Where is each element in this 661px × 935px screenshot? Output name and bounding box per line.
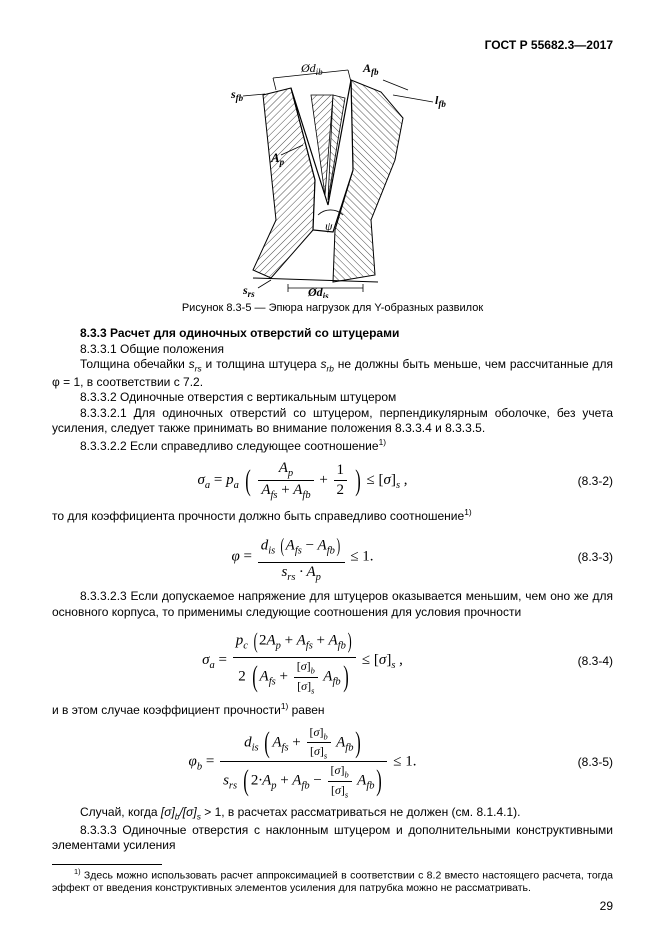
eqnum-8-3-3: (8.3-3) [553, 550, 613, 564]
equation-8-3-5: φb = dis (Afs + [σ]b [σ]s Afb) srs (2·Ap… [189, 725, 417, 800]
svg-text:lfb: lfb [435, 93, 446, 109]
p-koef-b: и в этом случае коэффициент прочности1) … [52, 701, 613, 719]
svg-text:sfb: sfb [230, 87, 244, 103]
figure-caption: Рисунок 8.3-5 — Эпюра нагрузок для Y-обр… [52, 302, 613, 314]
p-case-note: Случай, когда [σ]b/[σ]s > 1, в расчетах … [52, 805, 613, 822]
svg-text:ψ: ψ [325, 219, 333, 233]
p-8-3-3-2-3: 8.3.3.2.3 Если допускаемое напряжение дл… [52, 589, 613, 620]
eqnum-8-3-4: (8.3-4) [553, 654, 613, 668]
svg-text:Afb: Afb [362, 61, 379, 77]
p-koef-a: то для коэффициента прочности должно быт… [52, 507, 613, 525]
footnote-1: 1) Здесь можно использовать расчет аппро… [52, 867, 613, 896]
heading-8-3-3: 8.3.3 Расчет для одиночных отверстий со … [80, 326, 399, 340]
p-8-3-3-2-2: 8.3.3.2.2 Если справедливо следующее соо… [52, 437, 613, 455]
p-thickness: Толщина обечайки srs и толщина штуцера s… [52, 357, 613, 390]
standard-header: ГОСТ Р 55682.3—2017 [52, 38, 613, 52]
svg-text:Ødis: Ødis [307, 285, 329, 298]
equation-8-3-4: σa = pc (2Ap + Afs + Afb) 2 (Afs + [σ]b … [202, 626, 403, 695]
p-8-3-3-1: 8.3.3.1 Общие положения [52, 342, 613, 358]
eqnum-8-3-5: (8.3-5) [553, 755, 613, 769]
equation-8-3-2: σa = pa ( Ap Afs + Afb + 12 ) ≤ [σ]s , [197, 460, 407, 501]
eqnum-8-3-2: (8.3-2) [553, 474, 613, 488]
p-8-3-3-2: 8.3.3.2 Одиночные отверстия с вертикальн… [52, 390, 613, 406]
svg-text:Ødib: Ødib [300, 61, 323, 77]
p-8-3-3-2-1: 8.3.3.2.1 Для одиночных отверстий со шту… [52, 406, 613, 437]
svg-text:srs: srs [242, 283, 255, 298]
figure-8-3-5: Ødib Afb sfb lfb Ap ψ srs Ødis [52, 60, 613, 298]
p-8-3-3-3: 8.3.3.3 Одиночные отверстия с наклонным … [52, 823, 613, 854]
footnote-rule [52, 864, 162, 865]
page-number: 29 [600, 899, 613, 913]
equation-8-3-3: φ = dis (Afs − Afb) srs · Ap ≤ 1. [231, 531, 373, 583]
